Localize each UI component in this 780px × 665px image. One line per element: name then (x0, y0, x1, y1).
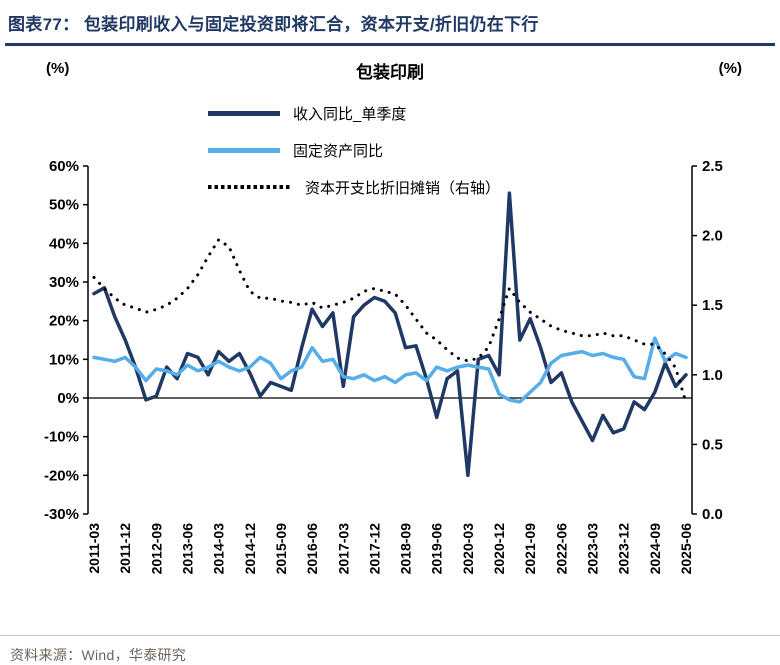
chart-canvas: 60% 50% 40% 30% 20% 10% 0% -10% -20% -30% 2.5 2.0 1.… (44, 158, 723, 575)
legend-label-capex-to-depreciation: 资本开支比折旧摊销（右轴） (305, 179, 501, 197)
right-axis-unit-label: (%) (718, 60, 742, 77)
right-axis-tick-label: 1.5 (702, 297, 723, 314)
x-axis-tick-label: 2017-03 (335, 523, 351, 575)
x-axis-tick-label: 2021-09 (522, 523, 538, 575)
left-axis-tick-label: 20% (49, 313, 79, 330)
x-axis-tick-label: 2023-03 (585, 523, 601, 575)
right-axis-tick-label: 2.0 (702, 228, 723, 245)
left-axis-tick-label: 50% (49, 197, 79, 214)
x-axis-tick-label: 2017-12 (366, 523, 382, 575)
left-axis-tick-label: -10% (44, 429, 79, 446)
x-axis-tick-label: 2011-12 (117, 523, 133, 574)
report-figure-header: 图表77： 包装印刷收入与固定投资即将汇合，资本开支/折旧仍在下行 (0, 0, 780, 35)
figure-title: 包装印刷收入与固定投资即将汇合，资本开支/折旧仍在下行 (83, 15, 539, 34)
left-axis-tick-label: 40% (49, 235, 79, 252)
x-axis-tick-label: 2011-03 (86, 523, 102, 574)
legend-label-revenue-yoy: 收入同比_单季度 (293, 105, 407, 123)
x-axis-tick-label: 2014-12 (242, 523, 258, 575)
right-axis-tick-label: 1.0 (702, 367, 723, 384)
x-axis-tick-label: 2020-03 (460, 523, 476, 575)
x-axis-tick-label: 2012-09 (148, 523, 164, 575)
x-axis-tick-label: 2016-06 (304, 523, 320, 575)
series-line-0 (92, 191, 688, 478)
chart-legend: 收入同比_单季度 固定资产同比 资本开支比折旧摊销（右轴） (208, 102, 500, 198)
left-axis-tick-label: 30% (49, 274, 79, 291)
figure-number-label: 图表77： (8, 15, 80, 34)
legend-line-sample-revenue-yoy (208, 110, 280, 116)
legend-item-capex-to-depreciation: 资本开支比折旧摊销（右轴） (208, 176, 500, 198)
legend-label-fixed-asset-yoy: 固定资产同比 (293, 142, 384, 160)
chart-section: (%) 包装印刷 (%) 收入同比_单季度 固定资产同比 资本开支比折旧摊销（右… (0, 46, 780, 626)
right-axis-tick-label: 0.5 (702, 436, 723, 453)
legend-line-sample-capex-to-depreciation (208, 185, 292, 189)
x-axis-tick-label: 2018-09 (398, 523, 414, 575)
legend-item-fixed-asset-yoy: 固定资产同比 (208, 139, 500, 161)
left-axis-tick-label: 60% (49, 158, 79, 175)
x-axis-tick-label: 2013-06 (179, 523, 195, 575)
left-axis-tick-label: -20% (44, 467, 79, 484)
x-axis-tick-label: 2023-12 (616, 523, 632, 575)
left-axis-tick-label: 0% (57, 390, 79, 407)
x-axis-tick-label: 2022-06 (553, 523, 569, 575)
left-axis-tick-label: 10% (49, 351, 79, 368)
source-note: 资料来源：Wind，华泰研究 (10, 647, 187, 663)
x-axis-tick-label: 2020-12 (491, 523, 507, 575)
legend-item-revenue-yoy: 收入同比_单季度 (208, 102, 500, 124)
series-line-1 (92, 336, 688, 404)
right-axis-tick-label: 2.5 (702, 158, 723, 175)
left-axis-tick-label: -30% (44, 506, 79, 523)
left-axis-unit-label: (%) (46, 60, 70, 77)
x-axis-tick-label: 2025-06 (678, 523, 694, 575)
header-divider-line (5, 43, 775, 46)
footer-divider-line (0, 635, 780, 636)
x-axis-tick-label: 2024-09 (647, 523, 663, 575)
x-axis-tick-label: 2014-03 (211, 523, 227, 575)
legend-line-sample-fixed-asset-yoy (208, 147, 280, 153)
right-axis-tick-label: 0.0 (702, 506, 723, 523)
x-axis-tick-label: 2015-09 (273, 523, 289, 575)
x-axis-tick-label: 2019-06 (429, 523, 445, 575)
chart-title: 包装印刷 (356, 63, 424, 82)
series-line-2 (92, 238, 688, 405)
